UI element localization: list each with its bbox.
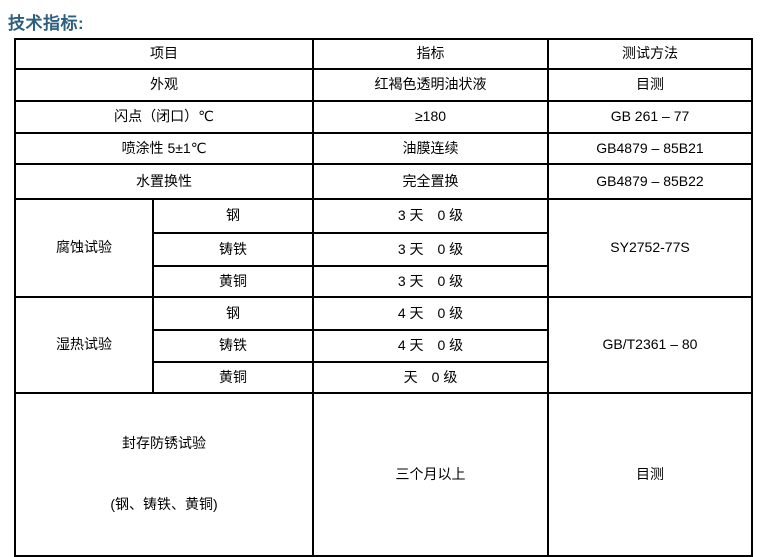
spec-table: 项目 指标 测试方法 外观 红褐色透明油状液 目测 闪点（闭口）℃ ≥180 G… [14, 38, 753, 557]
table-row: 黄铜 天 0 级 [15, 361, 752, 394]
water-displacement-item-cell: 水置换性 [14, 163, 314, 200]
header-item-cell: 项目 [14, 38, 314, 70]
damp-heat-method-cell: GB/T2361 – 80 [547, 296, 753, 394]
damp-heat-spec-cast-iron-cell: 4 天 0 级 [312, 329, 549, 363]
corrosion-spec-brass-cell: 3 天 0 级 [312, 265, 549, 298]
seal-rust-spec-cell: 三个月以上 [312, 392, 549, 557]
table-row: 喷涂性 5±1℃ 油膜连续 GB4879 – 85B21 [14, 132, 753, 165]
appearance-spec-cell: 红褐色透明油状液 [312, 68, 549, 102]
table-row: 水置换性 完全置换 GB4879 – 85B22 [14, 163, 753, 200]
table-row: 闪点（闭口）℃ ≥180 GB 261 – 77 [14, 100, 753, 134]
flash-point-item-cell: 闪点（闭口）℃ [14, 100, 314, 134]
appearance-item-cell: 外观 [14, 68, 314, 102]
table-row: 封存防锈试验 (钢、铸铁、黄铜) 三个月以上 目测 [14, 392, 753, 557]
table-row: 腐蚀试验 钢 3 天 0 级 SY2752-77S [14, 198, 753, 298]
damp-heat-spec-steel-cell: 4 天 0 级 [312, 296, 549, 331]
seal-rust-item-line2: (钢、铸铁、黄铜) [110, 496, 218, 513]
damp-heat-material-steel-cell: 钢 [152, 296, 314, 331]
table-row: 黄铜 3 天 0 级 [15, 265, 752, 298]
corrosion-spec-cast-iron-cell: 3 天 0 级 [312, 232, 549, 267]
sprayability-spec-cell: 油膜连续 [312, 132, 549, 165]
corrosion-material-brass-cell: 黄铜 [152, 265, 314, 298]
corrosion-method-cell: SY2752-77S [547, 198, 753, 298]
table-row: 铸铁 3 天 0 级 [15, 232, 752, 267]
corrosion-item-cell: 腐蚀试验 [14, 198, 154, 298]
damp-heat-material-brass-cell: 黄铜 [152, 361, 314, 394]
damp-heat-spec-brass-cell: 天 0 级 [312, 361, 549, 394]
water-displacement-spec-cell: 完全置换 [312, 163, 549, 200]
sprayability-method-cell: GB4879 – 85B21 [547, 132, 753, 165]
seal-rust-method-cell: 目测 [547, 392, 753, 557]
seal-rust-item-cell: 封存防锈试验 (钢、铸铁、黄铜) [14, 392, 314, 557]
corrosion-spec-steel-cell: 3 天 0 级 [312, 198, 549, 234]
header-method-cell: 测试方法 [547, 38, 753, 70]
flash-point-method-cell: GB 261 – 77 [547, 100, 753, 134]
appearance-method-cell: 目测 [547, 68, 753, 102]
table-row: 湿热试验 钢 4 天 0 级 GB/T2361 – 80 [14, 296, 753, 394]
page-title: 技术指标: [8, 14, 85, 33]
table-row: 项目 指标 测试方法 [14, 38, 753, 70]
sprayability-item-cell: 喷涂性 5±1℃ [14, 132, 314, 165]
damp-heat-item-cell: 湿热试验 [14, 296, 154, 394]
corrosion-material-steel-cell: 钢 [152, 198, 314, 234]
header-spec-cell: 指标 [312, 38, 549, 70]
corrosion-material-cast-iron-cell: 铸铁 [152, 232, 314, 267]
water-displacement-method-cell: GB4879 – 85B22 [547, 163, 753, 200]
flash-point-spec-cell: ≥180 [312, 100, 549, 134]
damp-heat-material-cast-iron-cell: 铸铁 [152, 329, 314, 363]
table-row: 铸铁 4 天 0 级 [15, 329, 752, 363]
seal-rust-item-line1: 封存防锈试验 [122, 435, 206, 452]
table-row: 外观 红褐色透明油状液 目测 [14, 68, 753, 102]
